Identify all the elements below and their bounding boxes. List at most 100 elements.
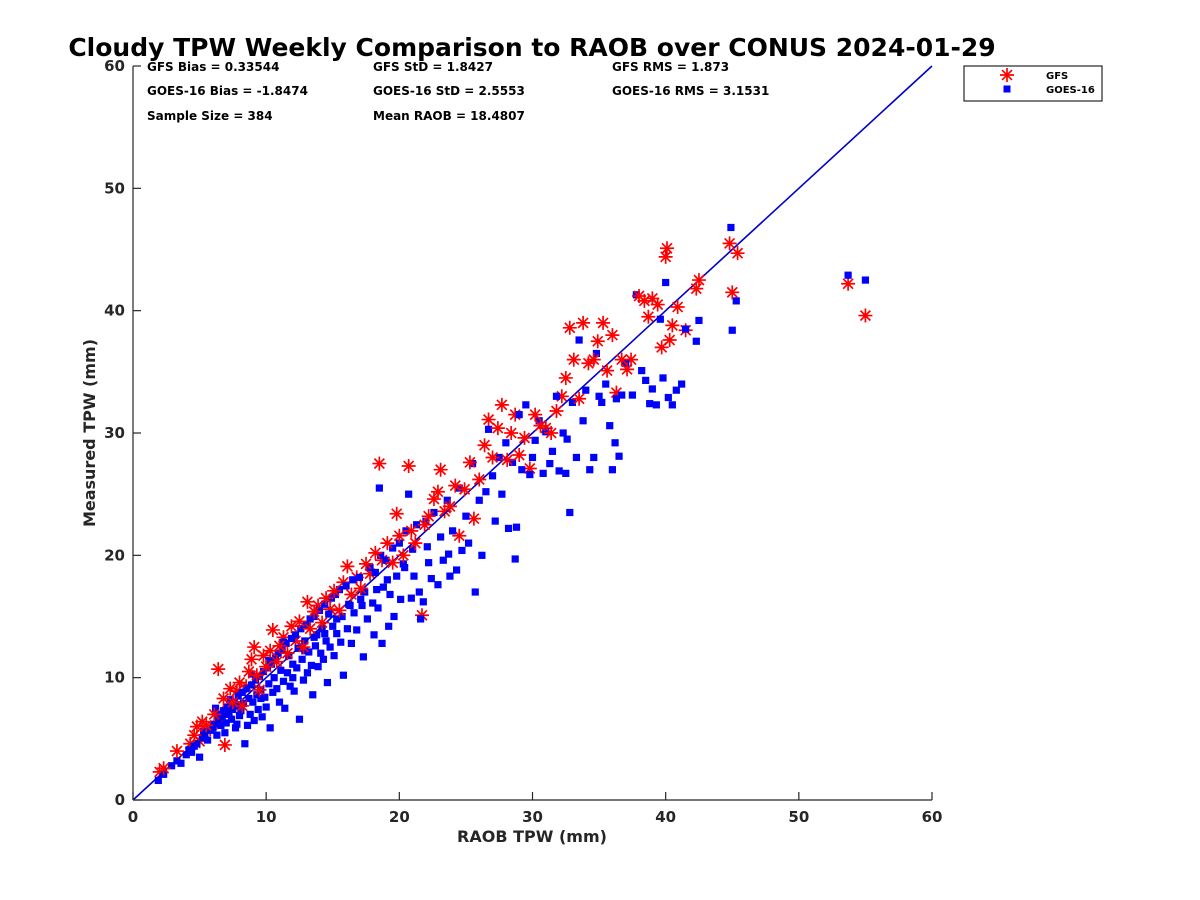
goes16-point [342, 582, 350, 590]
goes16-point [357, 595, 365, 603]
goes16-point [289, 660, 297, 668]
goes16-point [173, 757, 181, 765]
stat-goes16-rms: GOES-16 RMS = 3.1531 [612, 84, 769, 98]
goes16-point [642, 376, 650, 384]
goes16-point [443, 496, 451, 504]
goes16-point [257, 694, 265, 703]
goes16-point [306, 615, 314, 623]
goes16-point [247, 681, 256, 689]
gfs-point [472, 472, 487, 487]
gfs-point [380, 536, 395, 551]
goes16-point [606, 422, 614, 430]
gfs-point [315, 615, 330, 630]
gfs-point [280, 646, 295, 661]
x-tick-label: 20 [389, 808, 410, 826]
goes16-point [349, 576, 357, 584]
goes16-point [595, 392, 603, 400]
goes16-point [535, 417, 543, 425]
goes16-point [608, 466, 616, 474]
gfs-point [272, 638, 287, 653]
goes16-point [353, 626, 361, 634]
goes16-point [359, 653, 367, 661]
goes16-point [844, 271, 852, 279]
gfs-point [605, 328, 620, 343]
y-axis-ticks: 0 10 20 30 40 50 60 [104, 57, 141, 809]
gfs-point [372, 456, 387, 471]
gfs-point [414, 608, 429, 623]
goes16-point [307, 661, 316, 670]
gfs-point [229, 684, 244, 699]
gfs-point [296, 640, 311, 655]
goes16-point [350, 609, 358, 617]
gfs-point [220, 703, 235, 718]
gfs-point [375, 553, 390, 568]
goes16-point [502, 439, 510, 447]
gfs-point [307, 604, 322, 619]
goes16-point [695, 316, 703, 325]
gfs-point [216, 691, 231, 706]
goes16-point [274, 649, 282, 657]
gfs-point [512, 448, 527, 463]
gfs-point [538, 421, 553, 436]
gfs-point [725, 285, 740, 300]
goes16-point [417, 615, 425, 623]
gfs-point [466, 511, 481, 526]
x-tick-label: 30 [522, 808, 543, 826]
goes16-point [518, 466, 526, 474]
goes16-point [339, 671, 348, 679]
legend-box [963, 65, 1103, 102]
legend: GFS GOES-16 [963, 65, 1103, 102]
y-tick-label: 10 [104, 669, 125, 687]
goes16-point [277, 666, 285, 674]
goes16-point [243, 721, 252, 729]
goes16-point [386, 590, 394, 599]
gfs-series-overlay [156, 241, 873, 776]
goes16-point [290, 687, 298, 695]
goes16-point [377, 551, 385, 559]
goes16-point [592, 349, 601, 358]
gfs-point [332, 603, 347, 618]
gfs-point [311, 598, 326, 613]
gfs-point [249, 668, 264, 683]
gfs-point [265, 622, 280, 637]
goes16-point [322, 637, 330, 645]
gfs-point [408, 536, 423, 551]
goes16-point [508, 458, 517, 466]
gfs-point [841, 276, 856, 291]
goes16-point [446, 572, 454, 580]
goes16-point [475, 496, 483, 504]
gfs-point [417, 517, 432, 532]
goes16-point [546, 459, 554, 468]
goes16-point [612, 395, 620, 403]
gfs-point [199, 718, 214, 733]
goes16-point [413, 521, 421, 529]
goes16-point [542, 428, 550, 436]
gfs-point [504, 426, 519, 440]
goes16-point [458, 546, 466, 555]
goes16-point [648, 385, 656, 393]
gfs-point [187, 728, 202, 743]
goes16-point [301, 637, 309, 645]
gfs-point [401, 459, 416, 474]
goes16-point [237, 707, 245, 715]
goes16-point [430, 508, 438, 517]
chart-title: Cloudy TPW Weekly Comparison to RAOB ove… [68, 33, 995, 62]
gfs-point [392, 528, 407, 543]
goes16-point [422, 517, 430, 525]
gfs-point [462, 455, 477, 470]
goes16-point [727, 223, 735, 232]
goes16-point [498, 490, 506, 498]
goes16-point [488, 472, 497, 480]
goes16-point [203, 736, 212, 744]
goes16-point [267, 660, 276, 668]
goes16-point [231, 724, 240, 732]
gfs-point [609, 385, 624, 400]
gfs-point [235, 698, 250, 713]
goes16-point [586, 466, 594, 474]
goes16-point [193, 740, 201, 748]
goes16-point [375, 484, 383, 492]
goes16-point [471, 588, 479, 596]
gfs-point [323, 602, 338, 617]
goes16-point [512, 523, 521, 531]
goes16-point [449, 527, 457, 535]
